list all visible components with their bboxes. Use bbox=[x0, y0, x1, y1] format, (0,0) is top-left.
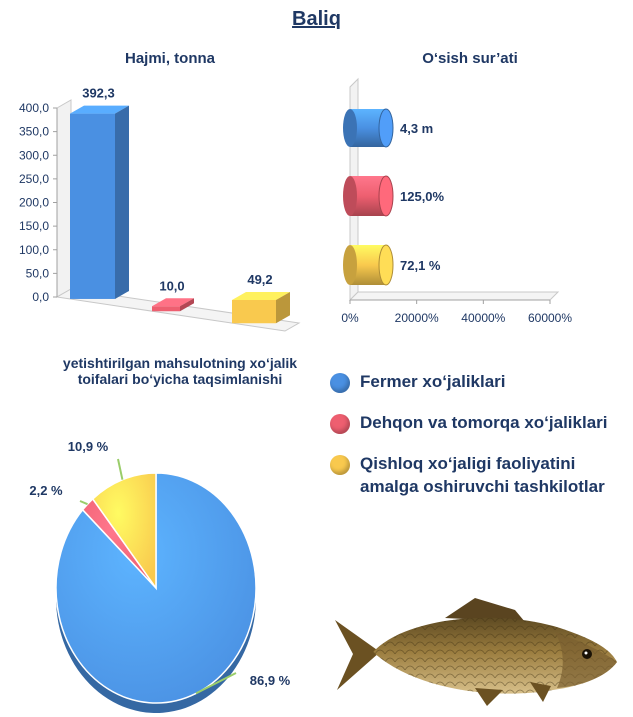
hbar bbox=[343, 244, 394, 286]
bar-chart: 0,0 50,0 100,0 150,0 200,0 250,0 300,0 350,0 400… bbox=[19, 86, 301, 332]
bar-top bbox=[70, 105, 129, 114]
bar-y-tick-label: 100,0 bbox=[19, 243, 49, 257]
hbar-end-cap bbox=[378, 244, 394, 286]
pie-legend: Fermer xo‘jaliklari Dehqon va tomorqa xo… bbox=[330, 370, 610, 498]
hbar-end-cap bbox=[378, 175, 394, 217]
legend-label: Fermer xo‘jaliklari bbox=[360, 372, 506, 391]
legend-item-dehqon: Dehqon va tomorqa xo‘jaliklari bbox=[330, 411, 610, 434]
hbar-data-label: 125,0% bbox=[400, 189, 445, 204]
pie-data-label: 86,9 % bbox=[250, 673, 291, 688]
pie-leader-line bbox=[117, 458, 124, 480]
bar-side-wall bbox=[56, 99, 72, 298]
legend-swatch-yellow bbox=[330, 455, 350, 475]
bar-y-tick-label: 250,0 bbox=[19, 172, 49, 186]
pie-leader-line bbox=[79, 500, 88, 506]
carp-fish-icon bbox=[335, 598, 617, 706]
bar-y-tick-label: 300,0 bbox=[19, 148, 49, 162]
hbar-chart-title: O‘sish sur’ati bbox=[422, 50, 518, 67]
bar-side bbox=[180, 298, 194, 312]
bar-chart-title: Hajmi, tonna bbox=[124, 50, 215, 67]
bar bbox=[70, 105, 129, 299]
hbar-data-label: 4,3 m bbox=[400, 121, 433, 136]
bar-y-tick-label: 50,0 bbox=[26, 266, 50, 280]
bar-data-label: 392,3 bbox=[82, 86, 115, 101]
hbar bbox=[343, 175, 394, 217]
pie-chart-title: yetishtirilgan mahsulotning xo‘jalik toi… bbox=[62, 355, 298, 387]
bar-y-tick-label: 350,0 bbox=[19, 125, 49, 139]
bar-data-label: 49,2 bbox=[247, 272, 272, 287]
pie-leader-line bbox=[195, 672, 237, 695]
bar-front bbox=[70, 113, 115, 299]
legend-swatch-red bbox=[330, 414, 350, 434]
hbar-x-tick-label: 20000% bbox=[395, 311, 439, 325]
hbar bbox=[343, 108, 394, 148]
bar-y-tick-label: 150,0 bbox=[19, 219, 49, 233]
pie-slice bbox=[91, 472, 157, 591]
hbar-x-tick-label: 0% bbox=[341, 311, 359, 325]
bar-y-tick-label: 200,0 bbox=[19, 196, 49, 210]
bar-data-label: 10,0 bbox=[159, 278, 184, 293]
legend-item-tashkilotlar: Qishloq xo‘jaligi faoliyatini amalga osh… bbox=[330, 452, 610, 498]
pie-data-label: 10,9 % bbox=[68, 439, 109, 454]
legend-label: Qishloq xo‘jaligi faoliyatini amalga osh… bbox=[360, 454, 605, 496]
hbar-chart: 0% 20000% 40000% 60000% 4,3 m 125,0% 72,1 % bbox=[341, 77, 572, 325]
hbar-data-label: 72,1 % bbox=[400, 258, 441, 273]
legend-item-fermer: Fermer xo‘jaliklari bbox=[330, 370, 610, 393]
hbar-start-cap bbox=[343, 176, 357, 216]
hbar-floor bbox=[348, 291, 560, 301]
hbar-start-cap bbox=[343, 109, 357, 147]
hbar-x-tick-label: 40000% bbox=[461, 311, 505, 325]
bar bbox=[232, 292, 290, 324]
bar-y-tick-label: 400,0 bbox=[19, 101, 49, 115]
pie-data-label: 2,2 % bbox=[29, 483, 63, 498]
bar-side bbox=[115, 105, 129, 299]
legend-swatch-blue bbox=[330, 373, 350, 393]
bar-front bbox=[152, 306, 180, 312]
bar-top bbox=[232, 292, 290, 301]
bar bbox=[152, 298, 194, 312]
bar-front bbox=[232, 300, 276, 324]
hbar-start-cap bbox=[343, 245, 357, 285]
bar-side bbox=[276, 292, 290, 324]
hbar-end-cap bbox=[378, 108, 394, 148]
legend-label: Dehqon va tomorqa xo‘jaliklari bbox=[360, 413, 608, 432]
page-title: Baliq bbox=[292, 8, 341, 30]
bar-y-tick-label: 0,0 bbox=[32, 290, 49, 304]
pie-chart: 86,9 % 2,2 % 10,9 % bbox=[29, 439, 291, 713]
hbar-x-tick-label: 60000% bbox=[528, 311, 572, 325]
